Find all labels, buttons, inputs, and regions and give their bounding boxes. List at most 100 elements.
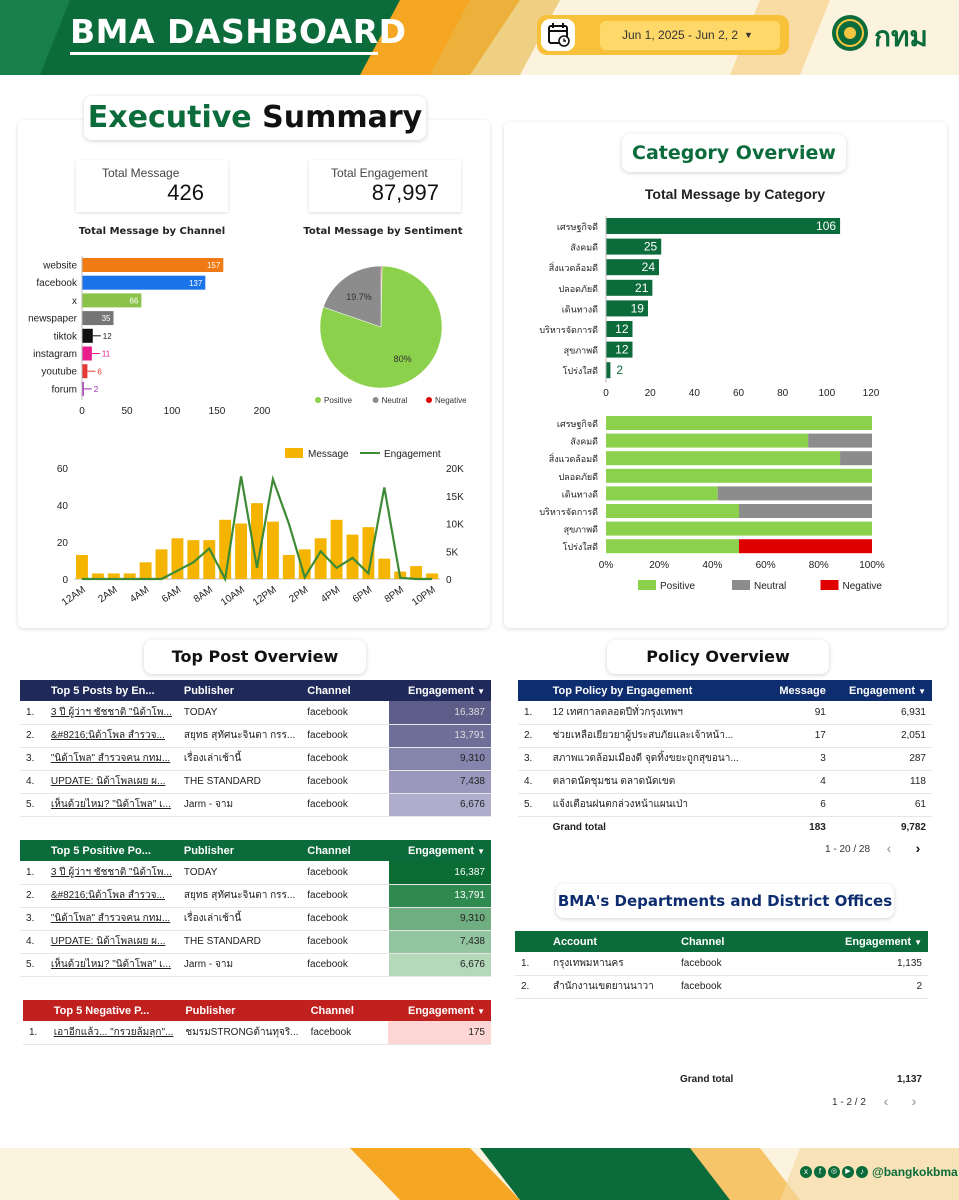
legend-marker [372, 397, 379, 403]
channel-category-label: website [42, 261, 77, 272]
legend-label: Negative [435, 396, 466, 405]
post-link[interactable]: UPDATE: นิด้าโพลเผย ผ... [44, 930, 178, 954]
next-page-icon[interactable]: › [911, 1093, 917, 1109]
table-row[interactable]: 3. "นิด้าโพล" สำรวจคน กทม... เรื่องเล่าเช้… [20, 907, 491, 931]
table-row[interactable]: 3. "นิด้าโพล" สำรวจคน กทม... เรื่องเล่าเช้… [20, 747, 491, 771]
table-row[interactable]: 1. 3 ปี ผู้ว่าฯ ชัชชาติ "นิด้าโพ... TODAY f… [20, 701, 491, 725]
stacked-segment-negative [739, 539, 872, 554]
table-row[interactable]: 1. 3 ปี ผู้ว่าฯ ชัชชาติ "นิด้าโพ... TODAY f… [20, 861, 491, 885]
sentiment-pie-chart: 80% 19.7% Positive Neutral Negative [315, 265, 466, 405]
table-row[interactable]: 2. &#8216;นิด้าโพล สำรวจ... สยุทธ สุทัศนะจ… [20, 724, 491, 748]
post-link[interactable]: เอาอีกแล้ว... "กรวยล้มลุก"... [47, 1021, 180, 1045]
prev-page-icon[interactable]: ‹ [883, 1093, 889, 1109]
stacked-segment-positive [606, 451, 841, 466]
category-chart-title: Total Message by Category [644, 186, 826, 202]
table-row[interactable]: 5. เห็นด้วยไหม? "นิด้าโพล" เ... Jarm - จาม… [20, 953, 491, 977]
header-account[interactable]: Account [553, 935, 597, 948]
table-row[interactable]: 1. กรุงเทพมหานคร facebook 1,135 [515, 952, 928, 976]
header-channel[interactable]: Channel [307, 684, 351, 697]
table-row[interactable]: 4. UPDATE: นิด้าโพลเผย ผ... THE STANDARD fa… [20, 930, 491, 954]
post-link[interactable]: "นิด้าโพล" สำรวจคน กทม... [44, 747, 178, 771]
table-row[interactable]: 5. แจ้งเตือนฝนตกล่วงหน้าแผนเป่า 6 61 [518, 793, 932, 817]
policy-name-cell: สภาพแวดล้อมเมืองดี จุดทิ้งขยะถูกสุขอนา..… [546, 747, 745, 771]
table-row[interactable]: 1. เอาอีกแล้ว... "กรวยล้มลุก"... ชมรมSTRON… [23, 1021, 491, 1045]
legend-label: Engagement [384, 449, 441, 460]
channel-cell: facebook [301, 884, 389, 908]
grand-total-message: 183 [809, 822, 826, 834]
post-link[interactable]: "นิด้าโพล" สำรวจคน กทม... [44, 907, 178, 931]
engagement-cell: 16,387 [388, 861, 491, 885]
header-publisher[interactable]: Publisher [185, 1004, 236, 1017]
publisher-cell: THE STANDARD [177, 930, 302, 954]
header-engagement[interactable]: Engagement ▼ [389, 840, 491, 861]
table-row[interactable]: 2. สำนักงานเขตยานนาวา facebook 2 [515, 975, 928, 999]
sort-desc-icon: ▼ [477, 846, 485, 856]
policy-name-cell: แจ้งเตือนฝนตกล่วงหน้าแผนเป่า [546, 793, 745, 817]
header-publisher[interactable]: Publisher [183, 844, 234, 857]
header-engagement[interactable]: Engagement ▼ [389, 680, 491, 701]
y-right-tick-label: 0 [446, 575, 452, 586]
x-icon[interactable]: x [800, 1166, 812, 1178]
post-link[interactable]: 3 ปี ผู้ว่าฯ ชัชชาติ "นิด้าโพ... [44, 861, 178, 885]
header-engagement[interactable]: Engagement ▼ [785, 931, 928, 952]
header-top-negative-posts[interactable]: Top 5 Negative P... [53, 1004, 150, 1017]
date-range-dropdown[interactable]: Jun 1, 2025 - Jun 2, 2 ▼ [600, 21, 780, 50]
post-link[interactable]: 3 ปี ผู้ว่าฯ ชัชชาติ "นิด้าโพ... [44, 701, 178, 725]
facebook-icon[interactable]: f [814, 1166, 826, 1178]
top-post-overview-title: Top Post Overview [144, 640, 366, 674]
youtube-icon[interactable]: ▶ [842, 1166, 854, 1178]
channel-data-label: 137 [189, 279, 203, 288]
category-bar [606, 238, 662, 255]
bma-logo-text: กทม [874, 21, 928, 52]
message-bar [123, 573, 136, 579]
instagram-icon[interactable]: ◎ [828, 1166, 840, 1178]
post-link[interactable]: UPDATE: นิด้าโพลเผย ผ... [44, 770, 178, 794]
header-channel[interactable]: Channel [310, 1004, 354, 1017]
table-row[interactable]: 3. สภาพแวดล้อมเมืองดี จุดทิ้งขยะถูกสุขอนา… [518, 747, 932, 771]
social-handle: @bangkokbma [872, 1165, 958, 1179]
table-row[interactable]: 4. ตลาดนัดชุมชน ตลาดนัดเขต 4 118 [518, 770, 932, 794]
table-row[interactable]: 1. 12 เทศกาลตลอดปีทั่วกรุงเทพฯ 91 6,931 [518, 701, 932, 725]
post-link[interactable]: เห็นด้วยไหม? "นิด้าโพล" เ... [44, 793, 178, 817]
category-label: บริหารจัดการดี [539, 325, 598, 335]
x-tick-label: 20 [645, 388, 657, 399]
category-data-label: 24 [642, 260, 656, 274]
next-page-icon[interactable]: › [915, 840, 921, 856]
channel-cell: facebook [301, 953, 389, 977]
header-message[interactable]: Message [779, 684, 826, 697]
category-label: โปร่งใสดี [562, 366, 598, 376]
channel-bar [82, 346, 92, 361]
tiktok-icon[interactable]: ♪ [856, 1166, 868, 1178]
header-engagement[interactable]: Engagement ▼ [832, 680, 932, 701]
header-channel[interactable]: Channel [681, 935, 725, 948]
header-top-policy[interactable]: Top Policy by Engagement [552, 684, 693, 697]
channel-data-label: 12 [103, 332, 112, 341]
y-right-tick-label: 5K [446, 547, 459, 558]
table-row[interactable]: 2. &#8216;นิด้าโพล สำรวจ... สยุทธ สุทัศนะจ… [20, 884, 491, 908]
engagement-cell: 13,791 [388, 884, 491, 908]
header-publisher[interactable]: Publisher [183, 684, 234, 697]
post-link[interactable]: เห็นด้วยไหม? "นิด้าโพล" เ... [44, 953, 178, 977]
engagement-cell: 6,676 [388, 793, 491, 817]
header-top-positive-posts[interactable]: Top 5 Positive Po... [50, 844, 151, 857]
sort-desc-icon: ▼ [914, 937, 922, 947]
post-link[interactable]: &#8216;นิด้าโพล สำรวจ... [44, 884, 178, 908]
top-banner [0, 0, 959, 75]
calendar-icon[interactable] [541, 19, 575, 51]
channel-category-label: forum [51, 384, 77, 395]
post-link[interactable]: &#8216;นิด้าโพล สำรวจ... [44, 724, 178, 748]
pie-value-label: 80% [394, 354, 412, 364]
row-index: 5. [20, 953, 45, 977]
header-top-posts[interactable]: Top 5 Posts by En... [50, 684, 155, 697]
header-channel[interactable]: Channel [307, 844, 351, 857]
row-index: 1. [20, 861, 45, 885]
table-row[interactable]: 2. ช่วยเหลือเยียวยาผู้ประสบภัยและเจ้าหน้า… [518, 724, 932, 748]
table-row[interactable]: 5. เห็นด้วยไหม? "นิด้าโพล" เ... Jarm - จาม… [20, 793, 491, 817]
prev-page-icon[interactable]: ‹ [886, 840, 892, 856]
table-row[interactable]: 4. UPDATE: นิด้าโพลเผย ผ... THE STANDARD fa… [20, 770, 491, 794]
x-tick-label: 10PM [410, 584, 438, 608]
message-cell: 6 [744, 793, 832, 817]
x-tick-label: 6PM [351, 584, 374, 605]
publisher-cell: เรื่องเล่าเช้านี้ [177, 747, 302, 771]
header-engagement[interactable]: Engagement ▼ [388, 1000, 491, 1021]
